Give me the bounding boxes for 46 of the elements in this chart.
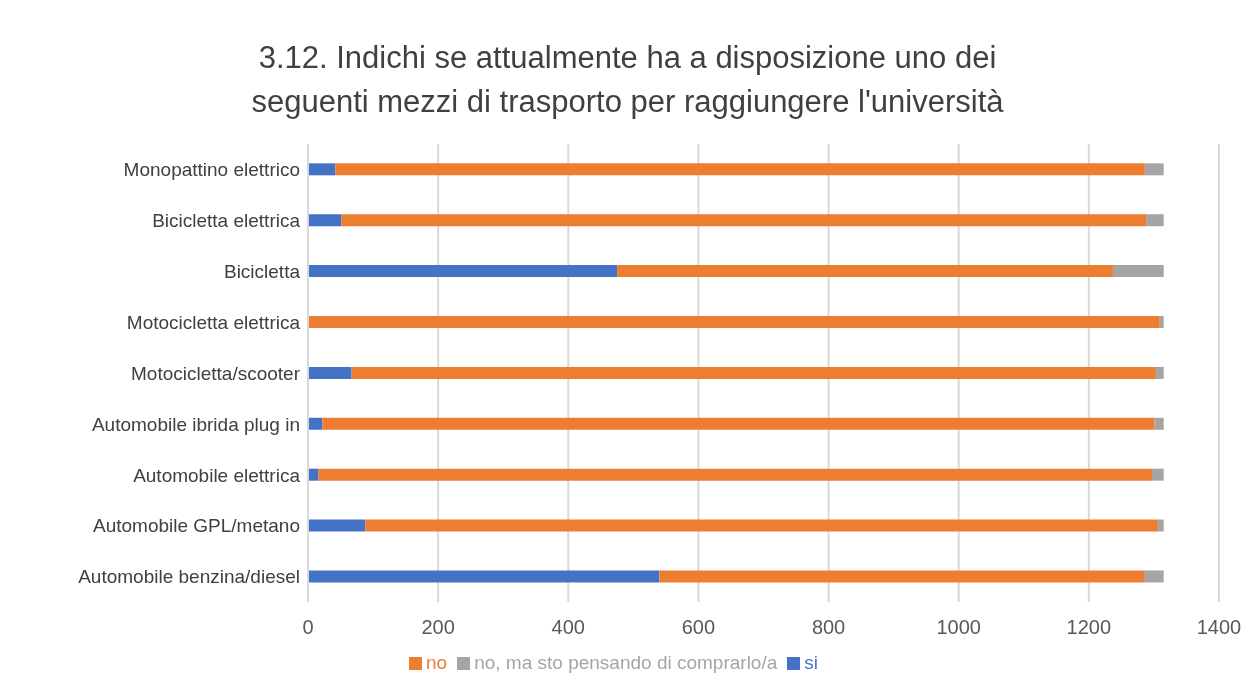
x-tick-label: 200 [421,616,455,639]
bar [1155,366,1164,379]
y-tick-label: Monopattino elettrico [123,159,300,181]
y-tick-label: Bicicletta [223,260,301,282]
bar [318,468,1152,481]
legend-label: si [804,652,818,673]
x-tick-label: 400 [551,616,585,639]
y-tick-label: Automobile elettrica [133,464,301,486]
bar [1157,519,1164,532]
y-tick-label: Bicicletta elettrica [152,210,301,232]
bar [308,366,352,379]
bar [322,417,1155,430]
y-tick-label: Motocicletta/scooter [131,362,301,384]
bar [1151,468,1164,481]
bar [1144,163,1164,176]
chart-title: 3.12. Indichi se attualmente ha a disposizione uno dei seguenti mezzi di trasporto per raggiungere l'università [250,39,1005,121]
y-tick-label: Automobile GPL/metano [92,515,300,537]
bar [351,366,1156,379]
y-tick-label: Automobile ibrida plug in [91,413,300,435]
x-tick-label: 1000 [936,616,981,639]
y-tick-label: Motocicletta elettrica [126,311,301,333]
bar [308,316,1160,328]
bar [365,519,1158,532]
bar [1146,214,1164,227]
bar [1159,316,1164,328]
bar [1144,570,1164,583]
bar [659,570,1145,583]
bar [308,163,336,176]
x-tick-label: 0 [302,616,314,639]
bar [308,214,342,227]
bar [308,265,618,278]
bar [1154,417,1164,430]
bar [308,570,660,583]
x-tick-label: 600 [681,616,716,639]
bar [308,519,366,532]
bar [1112,265,1164,278]
legend-label: no [426,652,448,673]
y-tick-label: Automobile benzina/diesel [78,566,300,588]
bar [617,265,1113,278]
x-tick-label: 1200 [1066,616,1112,639]
x-tick-label: 1400 [1196,616,1242,639]
bar [335,163,1145,176]
bar [308,417,323,430]
legend-label: no, ma sto pensando di comprarlo/a [474,652,778,673]
x-tick-label: 800 [811,616,846,639]
bar [341,214,1147,227]
